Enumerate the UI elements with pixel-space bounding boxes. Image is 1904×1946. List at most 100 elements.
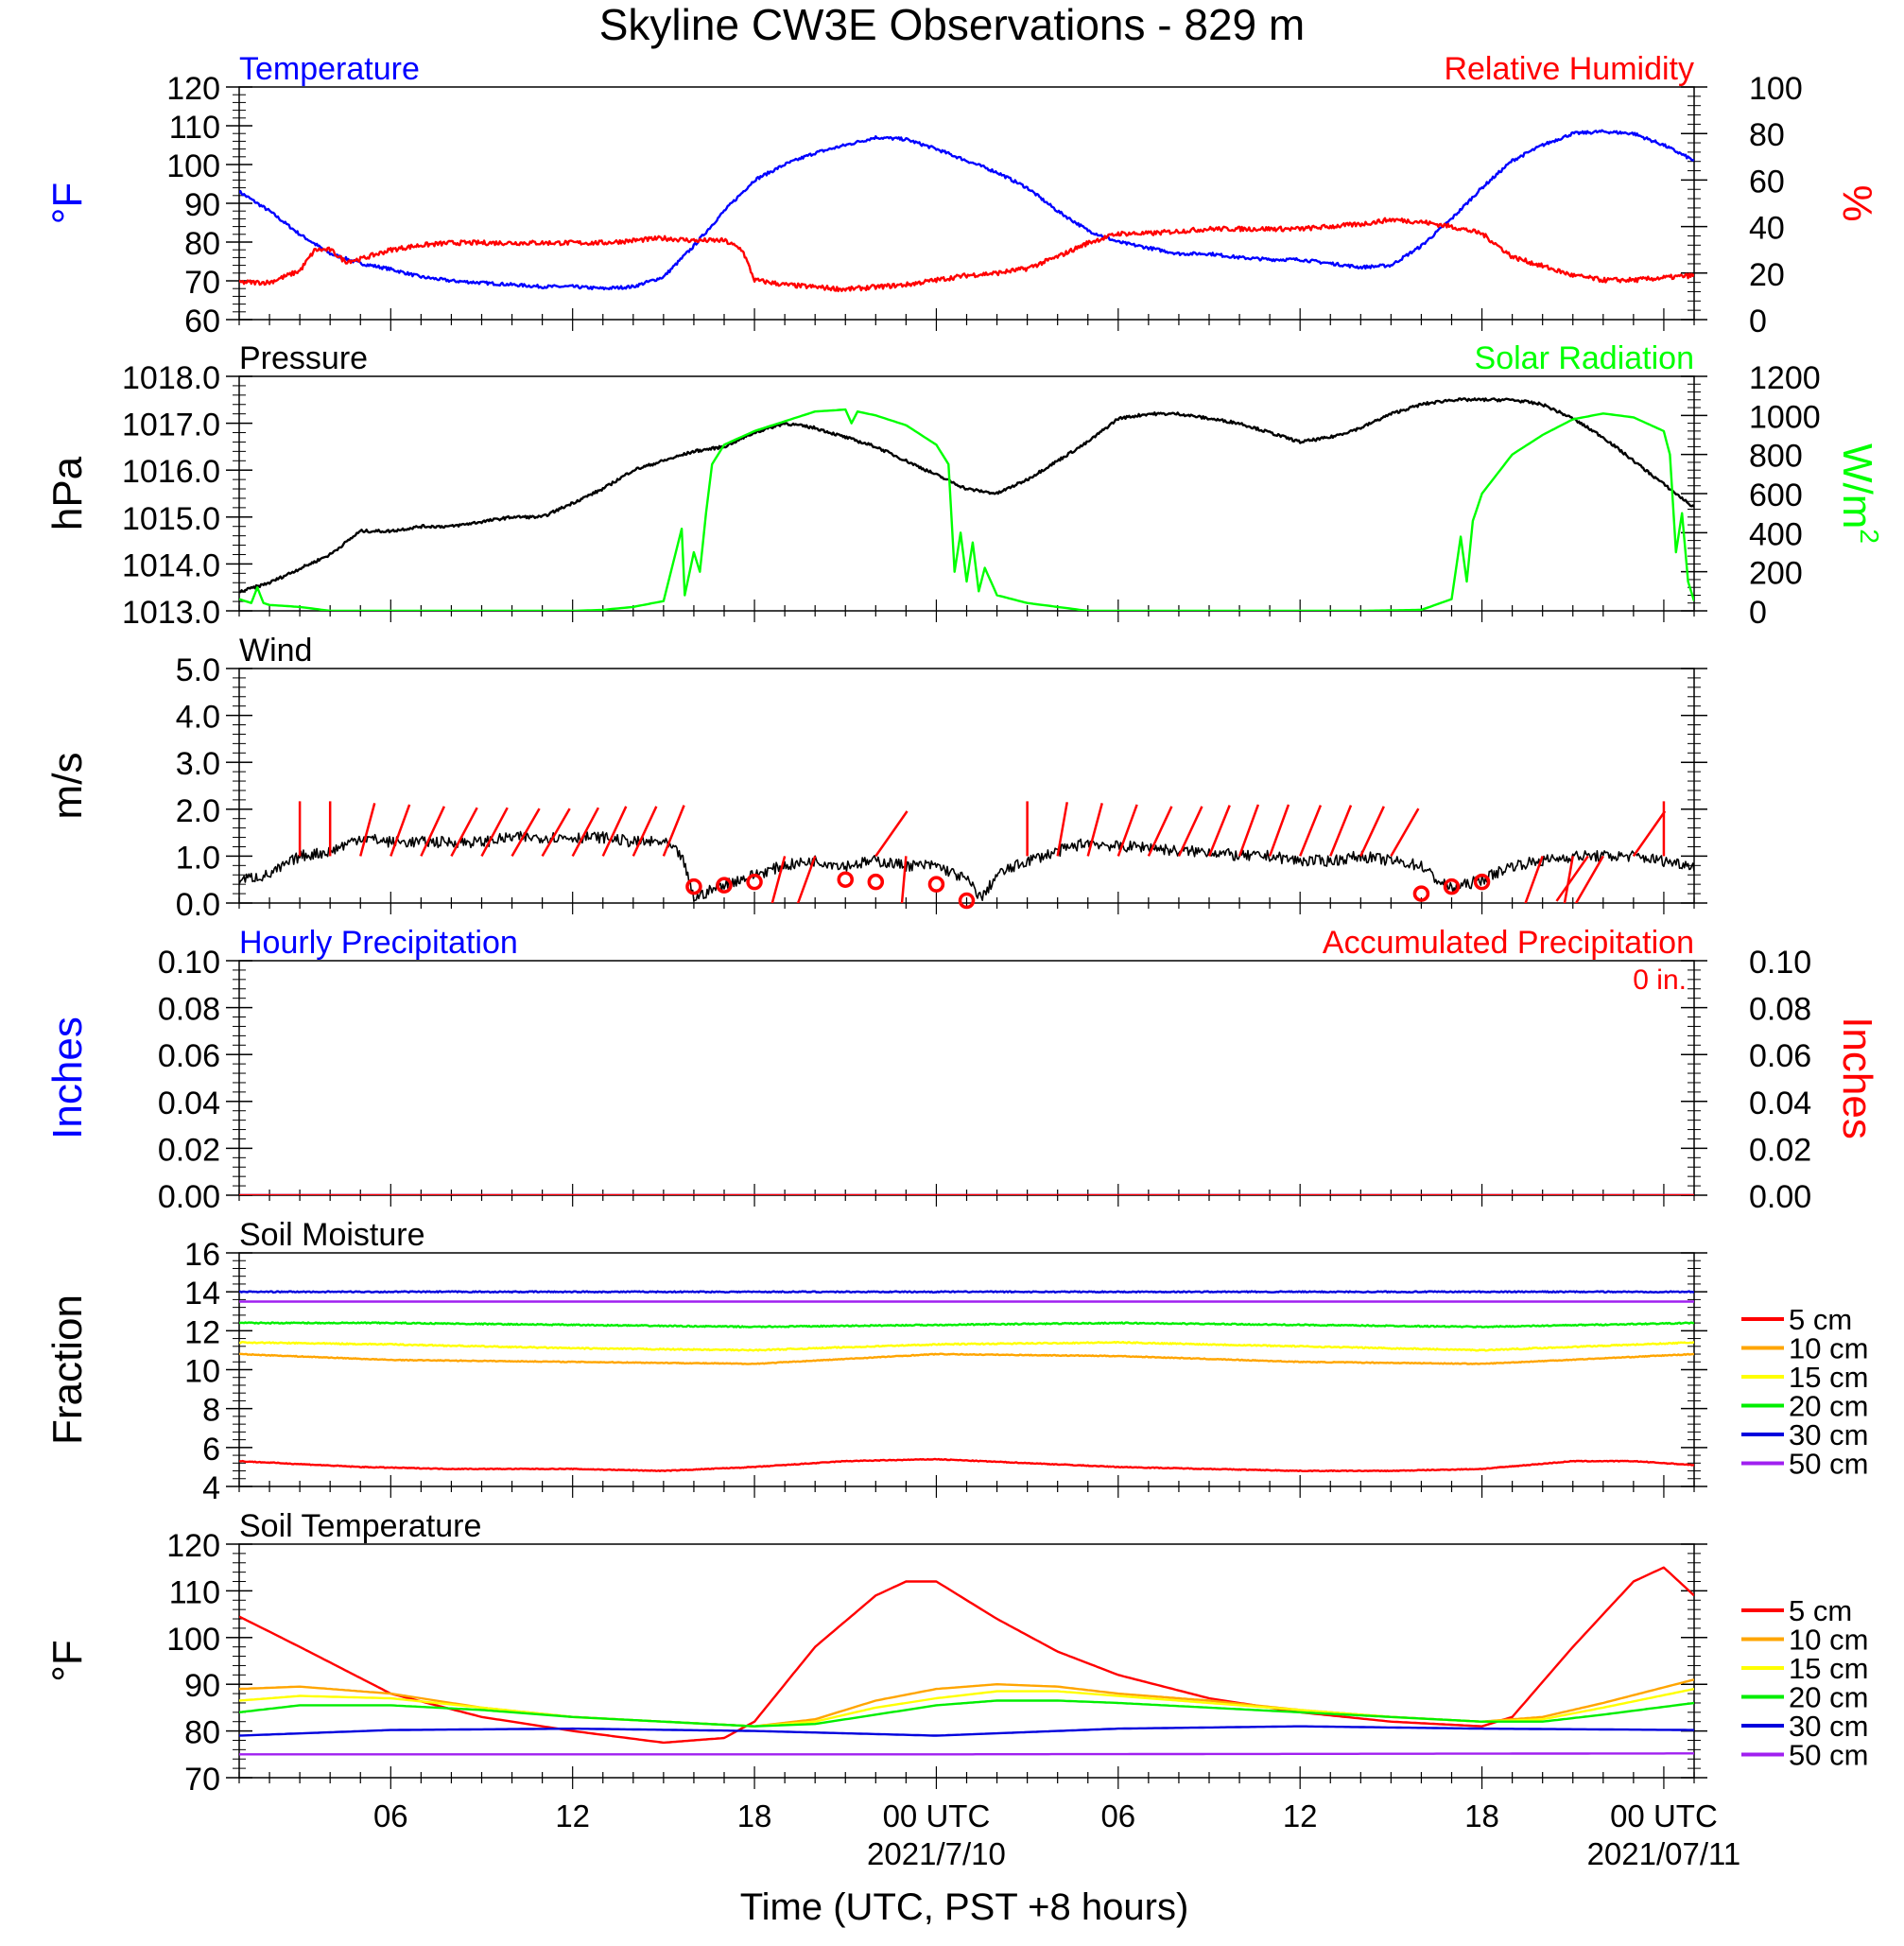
series-line-1 xyxy=(239,217,1694,293)
y-tick-label: 120 xyxy=(166,1528,220,1564)
wind-calm-marker xyxy=(716,877,733,894)
panel-soil_temp: 120 110 100 90 80 70 Soil Temperature °F 5 cm10 … xyxy=(44,1508,1868,1798)
wind-barb xyxy=(480,807,509,857)
x-tick-label: 06 xyxy=(1100,1798,1135,1833)
series-group xyxy=(239,129,1694,293)
left-unit-label: Inches xyxy=(44,1016,91,1139)
series-line-20cm xyxy=(239,1699,1694,1728)
y-tick-label: 2.0 xyxy=(176,793,220,829)
wind-barb xyxy=(900,856,908,903)
y-right-tick-label: 20 xyxy=(1749,257,1785,293)
series-group xyxy=(239,1566,1694,1756)
x-tick-label: 12 xyxy=(1283,1798,1318,1833)
y-tick-label: 1015.0 xyxy=(122,501,220,537)
legend-label: 5 cm xyxy=(1789,1303,1852,1336)
wind-barb xyxy=(1268,804,1290,857)
x-tick-label: 06 xyxy=(373,1798,408,1833)
series-line-0 xyxy=(239,830,1694,902)
y-tick-label: 1.0 xyxy=(176,840,220,876)
wind-barb xyxy=(571,807,600,857)
panels: 12011010090807060100806040200Temperature… xyxy=(44,51,1884,1798)
wind-barb xyxy=(1207,805,1231,857)
y-tick-label: 0.08 xyxy=(158,992,220,1028)
wind-barb xyxy=(632,806,658,857)
panel-left-title: Soil Temperature xyxy=(239,1508,481,1544)
legend-label: 10 cm xyxy=(1789,1332,1868,1365)
y-right-tick-label: 60 xyxy=(1749,164,1785,200)
plot-frame xyxy=(238,1543,1695,1779)
y-tick-label: 110 xyxy=(169,110,220,146)
plot-frame xyxy=(238,86,1695,321)
wind-barb xyxy=(1329,805,1353,857)
left-unit-label: Fraction xyxy=(44,1294,91,1445)
y-tick-label: 6 xyxy=(202,1432,220,1468)
left-unit-label: °F xyxy=(44,1640,91,1681)
series-line-30cm xyxy=(239,1290,1694,1294)
wind-barb xyxy=(1390,808,1420,858)
y-right-tick-label: 200 xyxy=(1749,556,1803,592)
y-right-tick-label: 1000 xyxy=(1749,399,1821,435)
panel-wind: 5.0 4.0 3.0 2.0 1.0 0.0 Wind m/s xyxy=(44,633,1707,923)
left-unit-label: °F xyxy=(44,182,91,224)
panel-precip: 0.10 0.08 0.06 0.04 0.02 0.00 0.10 0.08 0.06 0.04… xyxy=(44,925,1880,1215)
wind-barb xyxy=(359,803,376,857)
panel-left-title: Wind xyxy=(239,633,312,669)
legend-label: 10 cm xyxy=(1789,1624,1868,1657)
y-right-tick-label: 600 xyxy=(1749,478,1803,513)
y-right-tick-label: 400 xyxy=(1749,516,1803,552)
y-right-tick-label: 1200 xyxy=(1749,360,1821,396)
wind-calm-marker xyxy=(1473,873,1491,891)
y-tick-label: 1016.0 xyxy=(122,454,220,490)
wind-calm-marker xyxy=(927,876,945,893)
y-tick-label: 70 xyxy=(184,265,220,301)
wind-barb xyxy=(1555,855,1589,902)
y-tick-label: 0.0 xyxy=(176,887,220,923)
y-right-tick-label: 0 xyxy=(1749,595,1767,631)
wind-calm-marker xyxy=(685,877,702,895)
y-right-tick-label: 0.04 xyxy=(1749,1086,1811,1121)
y-right-tick-label: 0.06 xyxy=(1749,1038,1811,1074)
unit-superscript: 2 xyxy=(1855,529,1884,544)
y-tick-label: 0.10 xyxy=(158,945,220,981)
panel-annotation: 0 in. xyxy=(1633,964,1687,996)
y-tick-label: 1018.0 xyxy=(122,360,220,396)
series-group xyxy=(239,397,1694,611)
wind-barb xyxy=(1574,855,1604,903)
y-tick-label: 0.04 xyxy=(158,1086,220,1121)
y-right-tick-label: 40 xyxy=(1749,211,1785,247)
wind-calm-marker xyxy=(958,892,976,910)
y-tick-label: 0.06 xyxy=(158,1038,220,1074)
y-tick-label: 8 xyxy=(202,1393,220,1429)
x-date-label: 2021/07/11 xyxy=(1587,1836,1741,1871)
series-line-10cm xyxy=(239,1352,1694,1365)
y-tick-label: 3.0 xyxy=(176,746,220,782)
wind-calm-marker xyxy=(867,873,885,891)
series-line-5cm xyxy=(239,1457,1694,1473)
y-tick-label: 10 xyxy=(184,1354,220,1390)
series-line-0 xyxy=(239,397,1694,594)
series-group xyxy=(239,1290,1694,1473)
series-line-50cm xyxy=(239,1752,1694,1756)
wind-barb xyxy=(770,856,787,903)
y-tick-label: 80 xyxy=(184,226,220,262)
right-unit-label: Inches xyxy=(1834,1016,1880,1139)
wind-barb xyxy=(1299,805,1323,857)
series-group xyxy=(239,801,1694,903)
series-line-30cm xyxy=(239,1725,1694,1737)
panel-right-title: Relative Humidity xyxy=(1444,51,1694,87)
panel-left-title: Soil Moisture xyxy=(239,1217,425,1253)
panel-temp_rh: 12011010090807060100806040200Temperature… xyxy=(44,51,1880,339)
y-right-tick-label: 800 xyxy=(1749,439,1803,475)
y-tick-label: 110 xyxy=(169,1574,220,1610)
wind-barb xyxy=(1086,803,1103,857)
wind-barb xyxy=(1238,804,1260,857)
y-tick-label: 1014.0 xyxy=(122,547,220,583)
wind-barb xyxy=(1116,804,1138,857)
y-right-tick-label: 0.02 xyxy=(1749,1132,1811,1168)
y-tick-label: 14 xyxy=(184,1276,220,1312)
panel-left-title: Temperature xyxy=(239,51,420,87)
x-tick-label: 18 xyxy=(1464,1798,1499,1833)
